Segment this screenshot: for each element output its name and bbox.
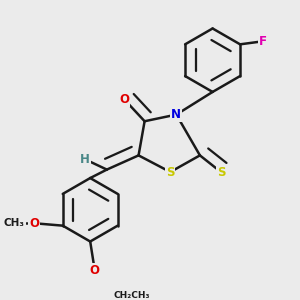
Text: CH₃: CH₃: [4, 218, 25, 228]
Text: O: O: [119, 93, 129, 106]
Text: O: O: [90, 264, 100, 277]
Text: S: S: [166, 166, 175, 178]
Text: N: N: [171, 108, 181, 121]
Text: H: H: [80, 153, 90, 166]
Text: O: O: [29, 217, 39, 230]
Text: F: F: [259, 35, 267, 48]
Text: CH₂CH₃: CH₂CH₃: [114, 291, 151, 300]
Text: S: S: [218, 166, 226, 179]
